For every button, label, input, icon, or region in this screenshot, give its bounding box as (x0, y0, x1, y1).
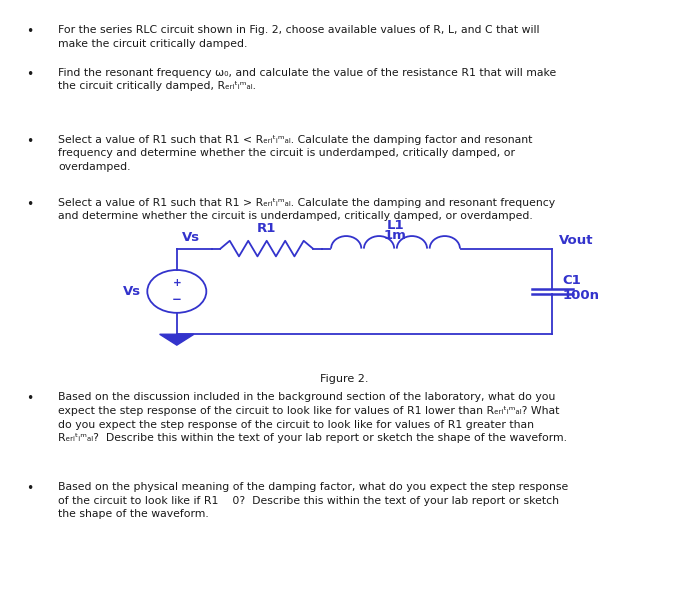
Text: •: • (26, 482, 34, 495)
Text: For the series RLC circuit shown in Fig. 2, choose available values of R, L, and: For the series RLC circuit shown in Fig.… (58, 25, 540, 49)
Text: Figure 2.: Figure 2. (320, 374, 368, 385)
Text: •: • (26, 68, 34, 81)
Text: R1: R1 (257, 222, 277, 235)
Text: 1m: 1m (384, 229, 407, 241)
Text: Based on the discussion included in the background section of the laboratory, wh: Based on the discussion included in the … (58, 392, 568, 443)
Text: +: + (173, 278, 181, 288)
Text: •: • (26, 135, 34, 148)
Text: Vs: Vs (123, 285, 141, 298)
Text: •: • (26, 392, 34, 406)
Text: Based on the physical meaning of the damping factor, what do you expect the step: Based on the physical meaning of the dam… (58, 482, 569, 519)
Text: Select a value of R1 such that R1 < Rₑᵣᵢᵗᵢᵐₐₗ. Calculate the damping factor and : Select a value of R1 such that R1 < Rₑᵣᵢ… (58, 135, 533, 172)
Text: Vout: Vout (559, 234, 594, 247)
Text: Find the resonant frequency ω₀, and calculate the value of the resistance R1 tha: Find the resonant frequency ω₀, and calc… (58, 68, 557, 91)
Text: 100n: 100n (562, 289, 599, 302)
Text: Select a value of R1 such that R1 > Rₑᵣᵢᵗᵢᵐₐₗ. Calculate the damping and resonan: Select a value of R1 such that R1 > Rₑᵣᵢ… (58, 198, 556, 221)
Text: •: • (26, 25, 34, 38)
Text: Vs: Vs (182, 231, 200, 244)
Text: •: • (26, 198, 34, 211)
Polygon shape (160, 334, 194, 345)
Text: C1: C1 (562, 274, 581, 287)
Text: L1: L1 (387, 219, 405, 232)
Text: −: − (172, 294, 182, 307)
